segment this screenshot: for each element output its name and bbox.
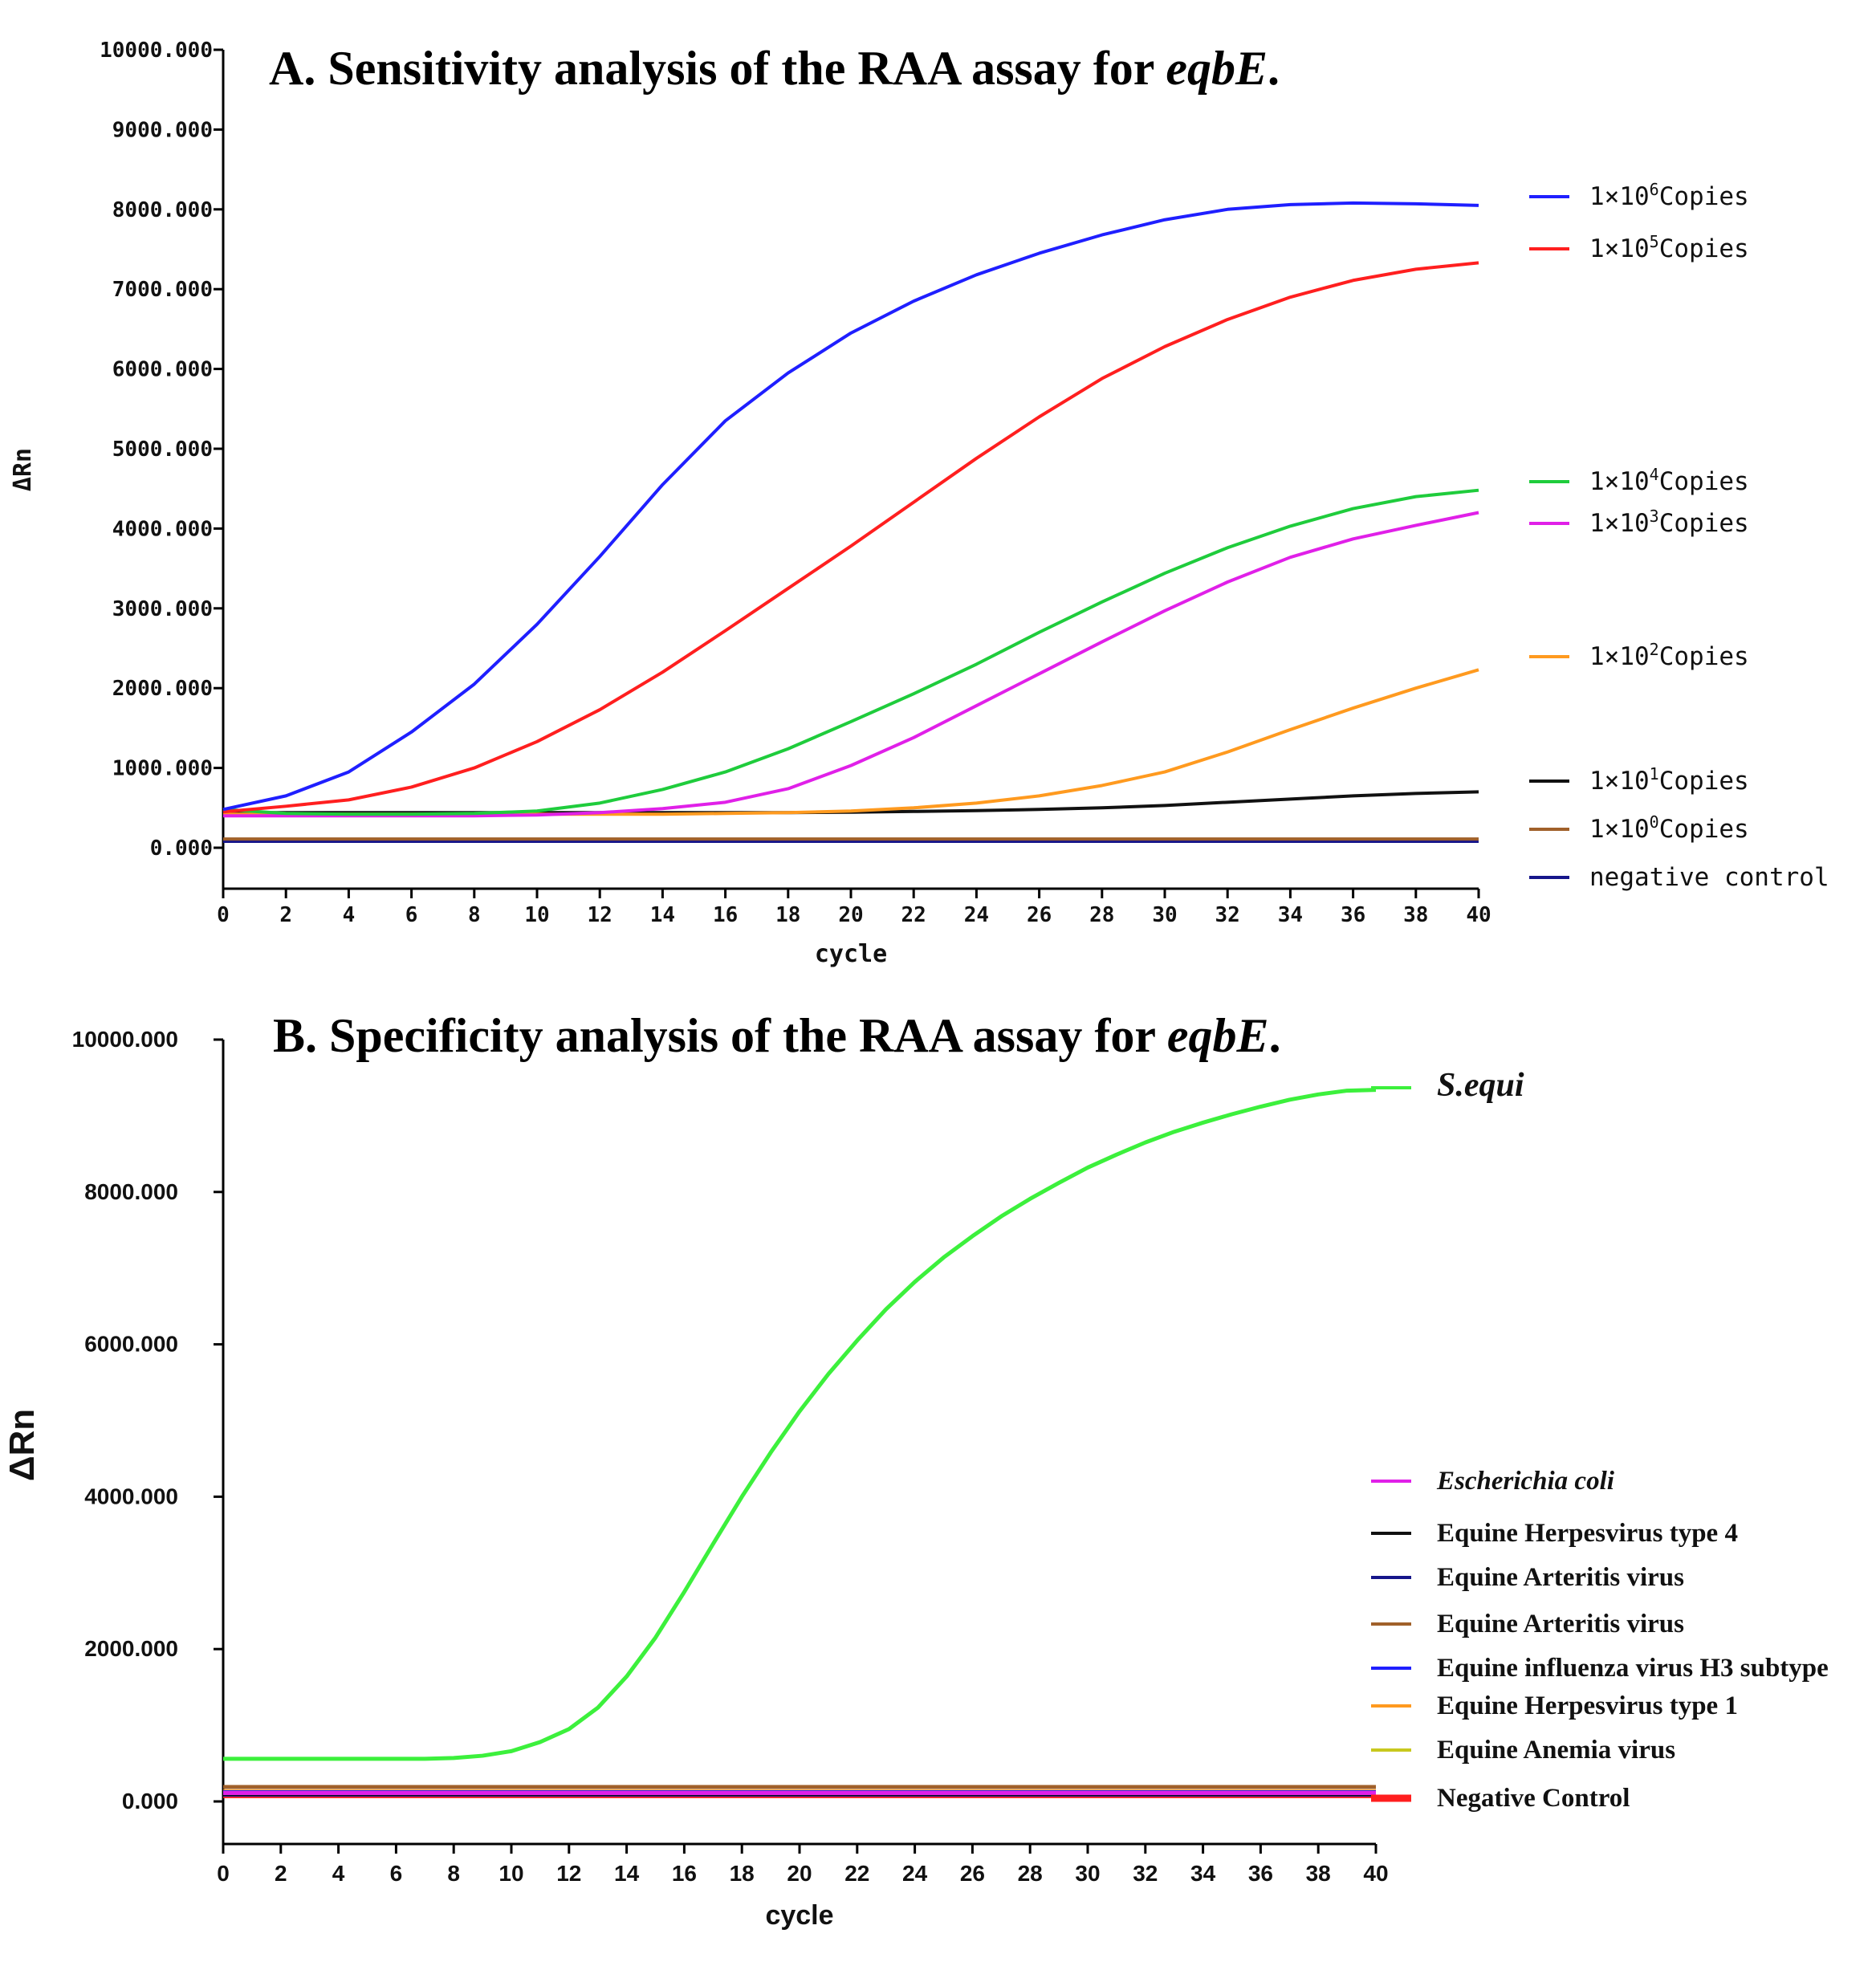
series-line-1-10-copies bbox=[222, 261, 1479, 814]
x-tick-label: 6 bbox=[390, 1861, 403, 1886]
legend-label-equine-herpesvirus-type-4: Equine Herpesvirus type 4 bbox=[1437, 1519, 1738, 1548]
y-tick-label: 7000.000 bbox=[112, 278, 213, 302]
series-line-1-10-copies bbox=[223, 668, 1479, 816]
y-tick-label: 0.000 bbox=[150, 836, 213, 861]
x-axis-label: cycle bbox=[815, 940, 887, 968]
y-axis-label: ΔRn bbox=[9, 448, 37, 491]
x-tick-label: 14 bbox=[614, 1861, 640, 1886]
title-prefix: B. bbox=[273, 1009, 329, 1062]
y-tick-label: 5000.000 bbox=[112, 438, 213, 462]
x-tick-label: 16 bbox=[713, 903, 738, 927]
x-tick-label: 40 bbox=[1466, 903, 1491, 927]
y-tick-label: 4000.000 bbox=[84, 1484, 178, 1508]
y-tick-label: 10000.000 bbox=[72, 1027, 178, 1052]
x-tick-label: 10 bbox=[524, 903, 549, 927]
panel-b-specificity-chart: 0.0002000.0004000.0006000.0008000.000100… bbox=[2, 1009, 1829, 1931]
legend-label-1-10-copies: 1×105Copies bbox=[1589, 232, 1749, 263]
title-suffix: . bbox=[1269, 1009, 1281, 1062]
x-axis-label: cycle bbox=[765, 1900, 833, 1931]
chart-title: B. Specificity analysis of the RAA assay… bbox=[273, 1009, 1281, 1062]
y-tick-label: 6000.000 bbox=[84, 1332, 178, 1357]
x-tick-label: 2 bbox=[279, 903, 292, 927]
x-tick-label: 26 bbox=[960, 1861, 985, 1886]
x-tick-label: 12 bbox=[588, 903, 612, 927]
legend-label-negative-control: negative control bbox=[1589, 863, 1829, 892]
legend-label-1-10-copies: 1×100Copies bbox=[1589, 812, 1749, 844]
panel-a-sensitivity-chart: 0.000 1000.000 2000.000 3000.000 4000.000 500… bbox=[9, 39, 1829, 968]
x-tick-label: 24 bbox=[902, 1861, 928, 1886]
legend-label-equine-influenza-virus-h3-subtype: Equine influenza virus H3 subtype bbox=[1437, 1654, 1829, 1683]
x-tick-label: 6 bbox=[405, 903, 418, 927]
x-tick-label: 12 bbox=[556, 1861, 581, 1886]
title-prefix: A. bbox=[269, 42, 328, 95]
legend-label-equine-arteritis-virus: Equine Arteritis virus bbox=[1437, 1610, 1684, 1638]
x-tick-label: 30 bbox=[1075, 1861, 1100, 1886]
x-tick-label: 38 bbox=[1306, 1861, 1331, 1886]
x-tick-label: 0 bbox=[217, 903, 230, 927]
x-tick-label: 30 bbox=[1152, 903, 1177, 927]
x-tick-label: 32 bbox=[1215, 903, 1240, 927]
legend-label-equine-anemia-virus: Equine Anemia virus bbox=[1437, 1736, 1675, 1765]
legend-label-1-10-copies: 1×106Copies bbox=[1589, 180, 1749, 211]
chart-title: A. Sensitivity analysis of the RAA assay… bbox=[269, 42, 1280, 95]
y-tick-label: 8000.000 bbox=[84, 1179, 178, 1204]
x-tick-label: 28 bbox=[1089, 903, 1114, 927]
x-tick-label: 34 bbox=[1278, 903, 1303, 927]
x-tick-label: 26 bbox=[1027, 903, 1052, 927]
y-tick-label: 2000.000 bbox=[84, 1636, 178, 1661]
x-tick-label: 16 bbox=[672, 1861, 697, 1886]
legend-label-1-10-copies: 1×101Copies bbox=[1589, 764, 1749, 796]
y-axis-label: ΔRn bbox=[2, 1409, 42, 1481]
x-tick-label: 0 bbox=[217, 1861, 230, 1886]
x-tick-label: 36 bbox=[1341, 903, 1365, 927]
series-line-s-equi bbox=[223, 1088, 1377, 1761]
x-tick-label: 24 bbox=[964, 903, 989, 927]
legend-label-negative-control: Negative Control bbox=[1437, 1784, 1630, 1813]
x-tick-label: 4 bbox=[343, 903, 356, 927]
title-italic: eqbE bbox=[1166, 42, 1268, 95]
x-tick-label: 2 bbox=[275, 1861, 287, 1886]
x-tick-label: 28 bbox=[1018, 1861, 1043, 1886]
y-tick-label: 10000.000 bbox=[100, 39, 213, 63]
x-tick-label: 40 bbox=[1363, 1861, 1388, 1886]
y-tick-label: 1000.000 bbox=[112, 757, 213, 781]
y-tick-label: 2000.000 bbox=[112, 677, 213, 701]
title-main: Specificity analysis of the RAA assay fo… bbox=[329, 1009, 1167, 1062]
y-tick-label: 8000.000 bbox=[112, 198, 213, 222]
title-italic: eqbE bbox=[1167, 1009, 1269, 1062]
x-tick-label: 38 bbox=[1403, 903, 1428, 927]
x-tick-label: 18 bbox=[730, 1861, 755, 1886]
title-main: Sensitivity analysis of the RAA assay fo… bbox=[328, 42, 1166, 95]
y-tick-label: 3000.000 bbox=[112, 597, 213, 621]
y-tick-label: 4000.000 bbox=[112, 517, 213, 541]
legend-label-1-10-copies: 1×104Copies bbox=[1589, 465, 1749, 496]
series-line-1-10-copies bbox=[222, 201, 1479, 812]
x-tick-label: 10 bbox=[499, 1861, 523, 1886]
legend-label-1-10-copies: 1×102Copies bbox=[1589, 640, 1749, 671]
x-tick-label: 36 bbox=[1248, 1861, 1273, 1886]
x-tick-label: 34 bbox=[1190, 1861, 1216, 1886]
x-tick-label: 20 bbox=[787, 1861, 812, 1886]
x-tick-label: 32 bbox=[1133, 1861, 1158, 1886]
y-tick-label: 9000.000 bbox=[112, 118, 213, 142]
x-tick-label: 18 bbox=[775, 903, 800, 927]
y-tick-label: 0.000 bbox=[122, 1789, 178, 1813]
series-line-1-10-copies bbox=[222, 488, 1479, 816]
x-tick-label: 20 bbox=[838, 903, 863, 927]
y-tick-label: 6000.000 bbox=[112, 358, 213, 382]
x-tick-label: 8 bbox=[447, 1861, 460, 1886]
legend-label-escherichia-coli: Escherichia coli bbox=[1436, 1467, 1615, 1496]
legend-label-s-equi: S.equi bbox=[1437, 1067, 1524, 1104]
x-tick-label: 4 bbox=[332, 1861, 345, 1886]
legend-label-equine-arteritis-virus: Equine Arteritis virus bbox=[1437, 1563, 1684, 1592]
series-line-1-10-copies bbox=[223, 511, 1479, 818]
legend-label-equine-herpesvirus-type-1: Equine Herpesvirus type 1 bbox=[1437, 1691, 1738, 1720]
x-tick-label: 8 bbox=[468, 903, 481, 927]
x-tick-label: 22 bbox=[901, 903, 926, 927]
x-tick-label: 22 bbox=[844, 1861, 869, 1886]
title-suffix: . bbox=[1268, 42, 1280, 95]
x-tick-label: 14 bbox=[650, 903, 675, 927]
legend-label-1-10-copies: 1×103Copies bbox=[1589, 507, 1749, 538]
